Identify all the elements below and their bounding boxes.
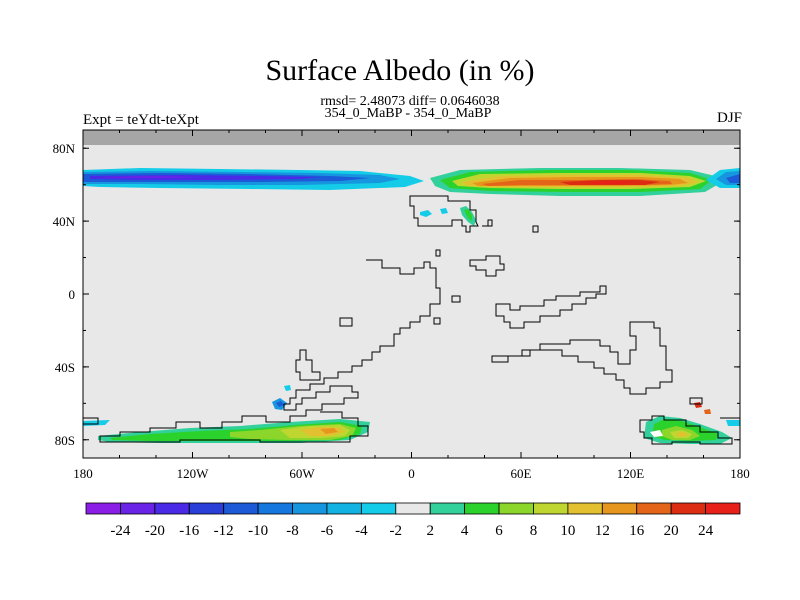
y-tick-label: 80N xyxy=(53,141,76,156)
colorbar-swatch xyxy=(120,502,156,515)
colorbar-label: 4 xyxy=(461,523,469,539)
colorbar-label: 6 xyxy=(495,523,503,539)
colorbar-swatch xyxy=(670,502,706,515)
y-axis: 80N 40N 0 40S 80S xyxy=(53,141,740,448)
colorbar-label: -10 xyxy=(248,523,268,539)
northern-positive-band xyxy=(430,168,722,196)
y-tick-label: 80S xyxy=(55,433,75,448)
colorbar-label: 20 xyxy=(664,523,679,539)
colorbar-swatch xyxy=(154,502,190,515)
colorbar-swatch xyxy=(498,502,534,515)
colorbar-label: 16 xyxy=(629,523,645,539)
southern-positive-patch-east xyxy=(644,402,740,444)
southern-positive-patch-west xyxy=(83,385,370,443)
x-tick-label: 60E xyxy=(511,466,532,481)
colorbar-swatch xyxy=(429,502,466,515)
colorbar-swatch xyxy=(188,502,225,515)
season-label: DJF xyxy=(716,110,742,126)
continent-outlines xyxy=(83,195,740,445)
colorbar: -24 -20 -16 -12 -10 -8 -6 -4 -2 2 4 6 8 10 12 16 20 24 xyxy=(85,502,741,539)
y-tick-label: 40N xyxy=(53,214,76,229)
colorbar-swatch xyxy=(326,502,362,515)
colorbar-swatch xyxy=(533,502,569,515)
colorbar-swatch xyxy=(636,502,672,515)
colorbar-swatch xyxy=(85,502,121,515)
x-tick-label: 0 xyxy=(408,466,415,481)
colorbar-swatch xyxy=(360,502,397,515)
x-tick-label: 60W xyxy=(289,466,315,481)
colorbar-label: -2 xyxy=(390,523,403,539)
y-tick-label: 40S xyxy=(55,360,75,375)
colorbar-label: -24 xyxy=(110,523,130,539)
colorbar-swatch xyxy=(292,502,328,515)
colorbar-label: -16 xyxy=(179,523,199,539)
colorbar-label: -4 xyxy=(355,523,368,539)
case-subtitle: 354_0_MaBP - 354_0_MaBP xyxy=(324,106,492,121)
colorbar-label: -12 xyxy=(214,523,234,539)
colorbar-label: 12 xyxy=(595,523,610,539)
northern-negative-band xyxy=(83,168,424,190)
experiment-label: Expt = teYdt-teXpt xyxy=(83,112,199,128)
x-tick-label: 120E xyxy=(617,466,645,481)
colorbar-label: 2 xyxy=(426,523,434,539)
x-tick-label: 180 xyxy=(73,466,93,481)
map-plot xyxy=(82,129,741,459)
colorbar-swatch xyxy=(601,502,638,515)
colorbar-label: 10 xyxy=(560,523,575,539)
mid-latitude-features xyxy=(420,206,476,226)
colorbar-swatch xyxy=(223,502,259,515)
colorbar-swatch xyxy=(567,502,603,515)
northern-dateline-negative xyxy=(706,168,740,188)
colorbar-label: 24 xyxy=(698,523,714,539)
x-axis: 180 120W 60W 0 60E 120E 180 xyxy=(73,130,750,481)
albedo-field xyxy=(83,168,740,444)
colorbar-swatch xyxy=(705,502,741,515)
y-tick-label: 0 xyxy=(69,287,76,302)
stats-subtitle: rmsd= 2.48073 diff= 0.0646038 xyxy=(320,94,500,109)
missing-data-band xyxy=(83,130,740,145)
colorbar-label: -8 xyxy=(286,523,299,539)
chart-title: Surface Albedo (in %) xyxy=(265,54,535,87)
x-tick-label: 120W xyxy=(177,466,210,481)
x-tick-label: 180 xyxy=(730,466,750,481)
colorbar-label: -6 xyxy=(321,523,334,539)
colorbar-label: 8 xyxy=(530,523,538,539)
colorbar-label: -20 xyxy=(145,523,165,539)
colorbar-swatch xyxy=(395,502,431,515)
colorbar-swatch xyxy=(464,502,500,515)
colorbar-swatch xyxy=(257,502,293,515)
